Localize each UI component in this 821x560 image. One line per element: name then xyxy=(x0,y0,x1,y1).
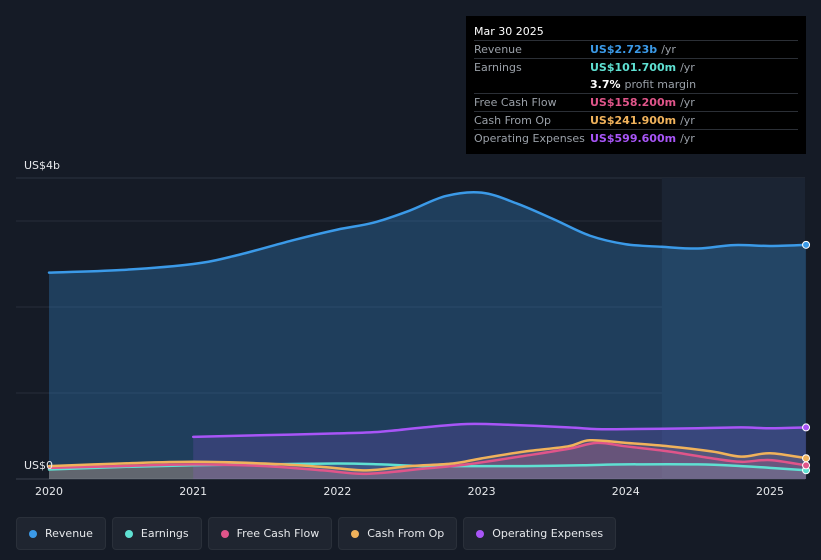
x-axis-ticks: 2020 2021 2022 2023 2024 2025 xyxy=(35,485,784,498)
tooltip-row-unit: /yr xyxy=(680,61,695,74)
tooltip-row: Revenue US$2.723b/yr xyxy=(474,40,798,58)
tooltip-row-label: Operating Expenses xyxy=(474,132,585,145)
legend-dot-icon xyxy=(220,529,229,538)
tooltip-row-value: 3.7% xyxy=(590,78,621,91)
legend-item-free-cash-flow[interactable]: Free Cash Flow xyxy=(207,517,333,550)
endpoint-operating-expenses xyxy=(802,423,811,432)
y-axis-bottom-label: US$0 xyxy=(24,459,54,472)
tooltip-row-value: US$599.600m xyxy=(590,132,677,145)
area-revenue xyxy=(49,192,807,480)
legend-dot-icon xyxy=(29,529,37,538)
tooltip-row-unit: /yr xyxy=(661,43,676,56)
tooltip-row: Earnings US$101.700m/yr xyxy=(474,58,798,76)
tooltip-row-unit: /yr xyxy=(680,114,695,127)
tooltip-row-label: Earnings xyxy=(474,61,522,74)
tooltip-row: Free Cash Flow US$158.200m/yr xyxy=(474,93,798,111)
series-lines xyxy=(47,190,808,476)
line-operating-expenses xyxy=(191,422,808,439)
area-free-cash-flow xyxy=(49,442,807,479)
x-tick-2023: 2023 xyxy=(468,485,496,498)
tooltip-row-label: Cash From Op xyxy=(474,114,552,127)
legend-item-label: Operating Expenses xyxy=(492,527,604,540)
legend: Revenue Earnings Free Cash Flow Cash From O… xyxy=(16,517,617,550)
tooltip-row-label: Revenue xyxy=(474,43,522,56)
endpoint-revenue xyxy=(802,240,811,249)
x-tick-2022: 2022 xyxy=(323,485,351,498)
legend-dot-icon xyxy=(476,529,485,538)
x-tick-2024: 2024 xyxy=(612,485,640,498)
tooltip-panel: Mar 30 2025 Revenue US$2.723b/yr Earnings U… xyxy=(466,16,806,154)
line-free-cash-flow xyxy=(47,441,808,476)
series-endpoints xyxy=(802,240,811,475)
x-tick-2025: 2025 xyxy=(756,485,784,498)
x-tick-2020: 2020 xyxy=(35,485,63,498)
tooltip-date: Mar 30 2025 xyxy=(474,25,544,38)
area-earnings xyxy=(49,463,807,479)
tooltip-rows: Revenue US$2.723b/yr Earnings US$101.700m/y… xyxy=(474,40,798,147)
legend-item-label: Cash From Op xyxy=(367,527,445,540)
tooltip-row-value: US$2.723b xyxy=(590,43,658,56)
legend-item-cash-from-op[interactable]: Cash From Op xyxy=(338,517,458,550)
tooltip-row-value: US$158.200m xyxy=(590,96,677,109)
endpoint-free-cash-flow xyxy=(802,461,811,470)
legend-item-earnings[interactable]: Earnings xyxy=(111,517,202,550)
tooltip-row: Cash From Op US$241.900m/yr xyxy=(474,111,798,129)
tooltip-row: Operating Expenses US$599.600m/yr xyxy=(474,129,798,147)
tooltip-row-label: Free Cash Flow xyxy=(474,96,557,109)
line-cash-from-op xyxy=(47,438,808,472)
tooltip-row: 3.7% profit margin xyxy=(474,76,798,93)
line-revenue xyxy=(47,190,808,274)
legend-item-operating-expenses[interactable]: Operating Expenses xyxy=(463,517,617,550)
legend-item-revenue[interactable]: Revenue xyxy=(16,517,106,550)
area-cash-from-op xyxy=(49,440,807,479)
series-areas xyxy=(49,192,807,480)
x-tick-2021: 2021 xyxy=(179,485,207,498)
tooltip-row-unit: /yr xyxy=(680,96,695,109)
y-axis-top-label: US$4b xyxy=(24,159,61,172)
tooltip-row-value: US$101.700m xyxy=(590,61,677,74)
tooltip-row-unit: profit margin xyxy=(624,78,697,91)
legend-item-label: Free Cash Flow xyxy=(236,527,320,540)
endpoint-cash-from-op xyxy=(802,454,811,463)
tooltip-row-label xyxy=(474,76,590,93)
legend-item-label: Earnings xyxy=(140,527,189,540)
legend-dot-icon xyxy=(351,529,360,538)
legend-item-label: Revenue xyxy=(45,527,93,540)
legend-dot-icon xyxy=(124,529,133,538)
tooltip-row-unit: /yr xyxy=(680,132,695,145)
tooltip-row-value: US$241.900m xyxy=(590,114,677,127)
